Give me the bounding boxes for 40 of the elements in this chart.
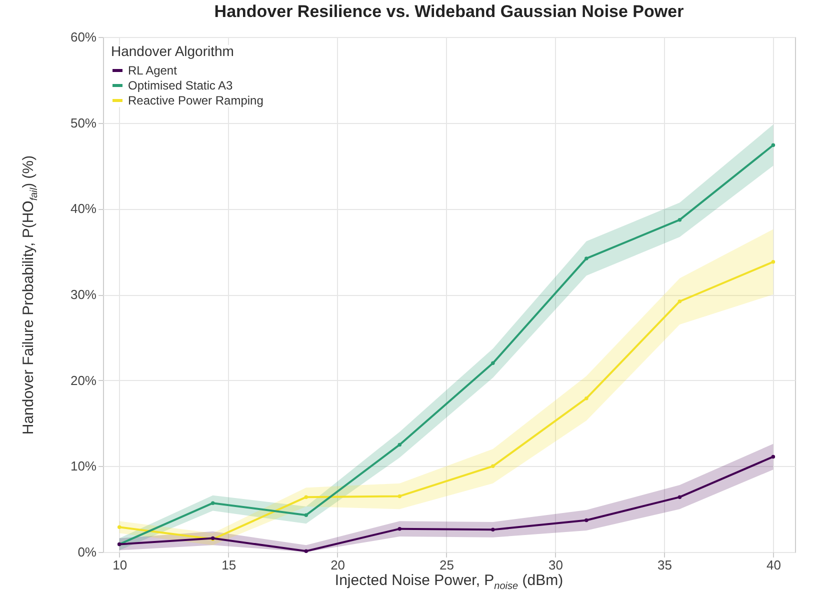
chart-title: Handover Resilience vs. Wideband Gaussian Noise Power xyxy=(214,2,684,21)
y-tick-label: 60% xyxy=(70,30,97,44)
point xyxy=(584,518,588,522)
x-tick-label: 30 xyxy=(548,558,563,572)
point xyxy=(398,526,402,531)
point xyxy=(771,260,776,264)
point xyxy=(491,464,495,468)
legend-title: Handover Algorithm xyxy=(111,43,234,59)
point xyxy=(678,300,682,304)
x-tick-label: 35 xyxy=(657,558,672,572)
y-tick-label: 50% xyxy=(70,115,97,130)
x-tick-label: 20 xyxy=(330,558,346,572)
point xyxy=(210,501,215,505)
point xyxy=(678,218,682,222)
y-tick-label: 30% xyxy=(70,287,97,302)
point xyxy=(678,495,682,499)
point xyxy=(304,513,308,517)
y-tick-label: 10% xyxy=(70,458,97,474)
point xyxy=(491,361,495,366)
legend-label: Reactive Power Ramping xyxy=(128,94,264,108)
x-tick-label: 40 xyxy=(766,558,781,572)
x-axis-title: Injected Noise Power, P$_{noise}$ (dBm) xyxy=(334,572,564,592)
legend-label: RL Agent xyxy=(128,64,178,78)
x-tick-label: 10 xyxy=(112,558,128,572)
point xyxy=(304,495,308,499)
y-tick-label: 0% xyxy=(78,544,97,560)
point xyxy=(584,256,588,260)
point xyxy=(398,494,402,498)
y-tick-label: 20% xyxy=(70,372,97,388)
legend-label: Optimised Static A3 xyxy=(128,78,234,92)
x-tick-label: 25 xyxy=(440,558,454,572)
x-tick-label: 15 xyxy=(222,558,236,572)
point xyxy=(117,525,122,529)
point xyxy=(491,528,495,532)
point xyxy=(771,143,776,148)
point xyxy=(398,442,402,447)
y-tick-label: 40% xyxy=(70,201,97,216)
point xyxy=(584,396,588,400)
point xyxy=(771,454,776,459)
point xyxy=(304,549,308,554)
